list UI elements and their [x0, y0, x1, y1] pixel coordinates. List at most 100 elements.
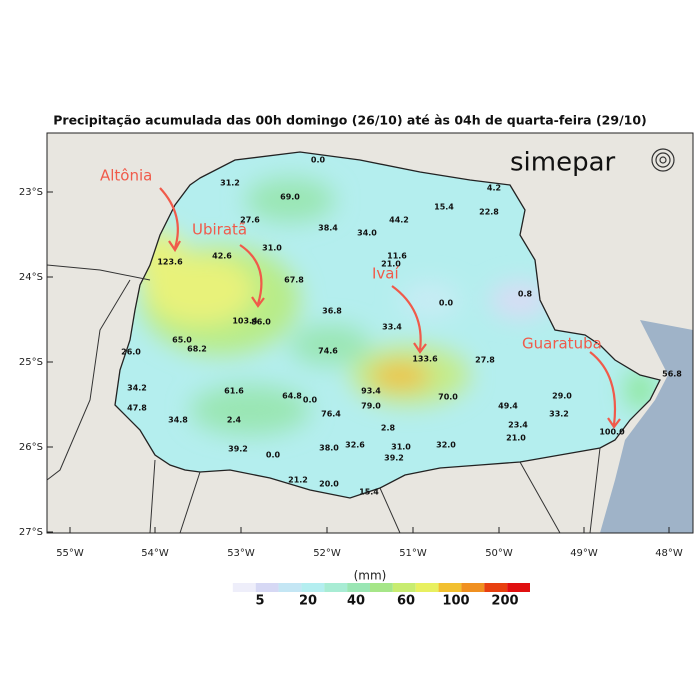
station-value: 74.6 — [318, 347, 338, 356]
station-value: 2.4 — [227, 416, 242, 425]
state-outline — [114, 151, 661, 499]
axes: 23°S 24°S 25°S 26°S 27°S 55°W 54°W 53°W 52°W 51°W… — [19, 187, 683, 559]
station-value: 69.0 — [280, 193, 300, 202]
colorbar-swatch — [278, 583, 302, 592]
station-value: 56.8 — [662, 370, 682, 379]
colorbar-label: 20 — [299, 594, 317, 609]
station-value: 34.8 — [168, 416, 188, 425]
station-value: 38.0 — [319, 444, 339, 453]
lat-label: 23°S — [19, 187, 43, 198]
station-value: 67.8 — [284, 276, 304, 285]
station-value: 26.0 — [121, 348, 141, 357]
station-value: 32.6 — [345, 441, 365, 450]
lon-label: 51°W — [399, 548, 427, 559]
colorbar-label: 60 — [397, 594, 415, 609]
station-value: 47.8 — [127, 404, 147, 413]
colorbar-swatch — [255, 583, 279, 592]
lon-label: 52°W — [313, 548, 341, 559]
colorbar-swatch — [324, 583, 348, 592]
station-value: 21.0 — [381, 260, 401, 269]
colorbar-swatch — [210, 583, 233, 592]
lat-label: 24°S — [19, 272, 43, 283]
station-value: 38.4 — [318, 224, 338, 233]
station-value: 31.2 — [220, 179, 240, 188]
station-value: 21.2 — [288, 476, 308, 485]
colorbar-swatch — [461, 583, 485, 592]
colorbar-label: 100 — [442, 594, 469, 609]
station-value: 86.0 — [251, 318, 271, 327]
lon-label: 53°W — [227, 548, 255, 559]
station-value: 93.4 — [361, 387, 381, 396]
ocean — [600, 320, 693, 533]
colorbar-swatch — [347, 583, 370, 592]
lat-label: 27°S — [19, 527, 43, 538]
station-value: 79.0 — [361, 402, 381, 411]
city-label: Guaratuba — [522, 335, 602, 353]
station-value: 0.0 — [311, 156, 326, 165]
station-value: 29.0 — [552, 392, 572, 401]
logo: simepar — [510, 148, 616, 178]
station-value: 22.8 — [479, 208, 499, 217]
station-value: 33.4 — [382, 323, 402, 332]
station-value: 39.2 — [384, 454, 404, 463]
borders — [47, 264, 601, 533]
station-value: 0.0 — [266, 451, 281, 460]
colorbar-label: 40 — [347, 594, 365, 609]
station-value: 31.0 — [262, 244, 282, 253]
colorbar-unit: (mm) — [354, 569, 387, 583]
station-value: 49.4 — [498, 402, 518, 411]
title: Precipitação acumulada das 00h domingo (… — [53, 113, 647, 128]
arrow — [391, 285, 427, 354]
station-value: 32.0 — [436, 441, 456, 450]
station-value: 68.2 — [187, 345, 207, 354]
colorbar-swatch — [507, 583, 530, 592]
colorbar-labels: 5 20 40 60 100 200 — [255, 594, 518, 609]
colorbar-label: 200 — [491, 594, 518, 609]
station-values: 0.0 31.2 69.0 4.2 15.4 22.8 27.6 44.2 38.4 34.0 31… — [121, 156, 682, 497]
station-value: 33.2 — [549, 410, 569, 419]
station-value: 21.0 — [506, 434, 526, 443]
station-value: 61.6 — [224, 387, 244, 396]
station-value: 34.0 — [357, 229, 377, 238]
station-value: 64.8 — [282, 392, 302, 401]
colorbar-label: 5 — [255, 594, 264, 609]
lon-label: 48°W — [655, 548, 683, 559]
city-label: Ubiratã — [192, 221, 247, 239]
colorbar-swatch — [232, 583, 256, 592]
station-value: 100.0 — [599, 428, 625, 437]
station-value: 0.0 — [303, 396, 318, 405]
station-value: 27.8 — [475, 356, 495, 365]
station-value: 4.2 — [487, 184, 501, 193]
station-value: 31.0 — [391, 443, 411, 452]
colorbar-swatch — [392, 583, 416, 592]
arrow — [589, 351, 621, 429]
station-value: 23.4 — [508, 421, 528, 430]
colorbar-swatch — [370, 583, 393, 592]
station-value: 36.8 — [322, 307, 342, 316]
station-value: 0.0 — [439, 299, 454, 308]
arrow — [239, 244, 265, 308]
station-value: 0.8 — [518, 290, 533, 299]
colorbar-swatch — [415, 583, 439, 592]
colorbar-swatch — [484, 583, 508, 592]
arrow — [159, 187, 181, 253]
lat-label: 25°S — [19, 357, 43, 368]
station-value: 76.4 — [321, 410, 341, 419]
station-value: 34.2 — [127, 384, 147, 393]
station-value: 27.6 — [240, 216, 260, 225]
colorbar-swatches — [210, 583, 530, 592]
lon-label: 49°W — [570, 548, 598, 559]
station-value: 15.4 — [434, 203, 454, 212]
station-value: 65.0 — [172, 336, 192, 345]
station-value: 133.6 — [412, 355, 438, 364]
lat-label: 26°S — [19, 442, 43, 453]
station-value: 44.2 — [389, 216, 409, 225]
city-label: Ivaí — [372, 265, 399, 283]
station-value: 42.6 — [212, 252, 232, 261]
annotations: Altônia Ubiratã Ivaí Guaratuba — [100, 167, 621, 429]
city-label: Altônia — [100, 167, 152, 185]
station-value: 39.2 — [228, 445, 248, 454]
station-value: 70.0 — [438, 393, 458, 402]
